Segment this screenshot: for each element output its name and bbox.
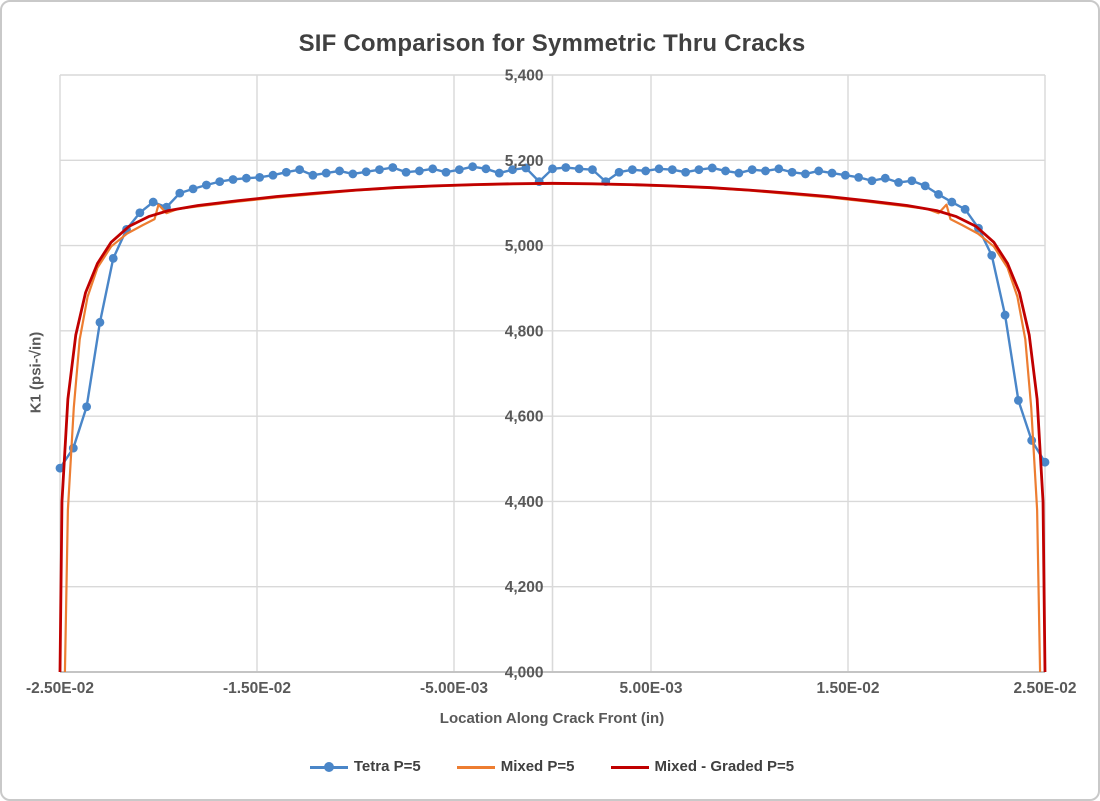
- series-tetra-marker: [1013, 395, 1023, 405]
- series-tetra-marker: [188, 184, 198, 194]
- series-tetra-marker: [548, 164, 557, 174]
- mixed-line-icon: [456, 762, 495, 772]
- series-tetra-marker: [255, 172, 265, 182]
- series-tetra-marker: [82, 402, 92, 412]
- tetra-line-marker-icon: [309, 761, 348, 772]
- series-tetra-marker: [894, 178, 903, 187]
- series-tetra-marker: [840, 170, 850, 180]
- series-tetra-marker: [454, 165, 464, 175]
- series-tetra-marker: [1027, 436, 1037, 445]
- series-tetra-marker: [135, 208, 145, 218]
- y-tick-label: 4,000: [505, 665, 544, 682]
- series-tetra-marker: [627, 165, 637, 175]
- series-tetra-marker: [934, 190, 943, 199]
- y-tick-label: 5,200: [505, 153, 544, 170]
- y-tick-label: 4,200: [505, 579, 544, 596]
- series-tetra-marker: [907, 176, 917, 186]
- series-tetra-marker: [867, 176, 877, 186]
- y-tick-label: 5,000: [505, 238, 544, 255]
- x-tick-label: -1.50E-02: [223, 680, 291, 697]
- series-tetra-marker: [561, 163, 571, 172]
- x-axis-title: Location Along Crack Front (in): [439, 710, 665, 727]
- series-tetra-marker: [747, 165, 757, 175]
- series-tetra-marker: [281, 167, 291, 177]
- series-tetra-marker: [654, 164, 664, 174]
- series-tetra-marker: [348, 169, 358, 179]
- series-tetra-marker: [321, 168, 331, 178]
- series-tetra-marker: [947, 197, 957, 207]
- series-tetra-marker: [721, 166, 730, 176]
- series-tetra-marker: [108, 253, 118, 263]
- series-tetra-marker: [202, 180, 211, 190]
- series-tetra-marker: [774, 164, 784, 174]
- legend-label: Mixed P=5: [500, 758, 575, 775]
- series-tetra-marker: [667, 165, 677, 175]
- series-tetra-marker: [1000, 310, 1010, 320]
- series-tetra-marker: [1040, 457, 1050, 467]
- series-tetra-marker: [401, 167, 411, 177]
- series-tetra-marker: [388, 163, 398, 172]
- x-tick-label: 2.50E-02: [1014, 680, 1077, 697]
- legend-item-mixed: Mixed P=5: [456, 758, 575, 775]
- legend-item-mixed-graded: Mixed - Graded P=5: [610, 758, 795, 775]
- legend-item-tetra: Tetra P=5: [309, 758, 421, 775]
- series-tetra-marker: [468, 162, 478, 172]
- series-tetra-marker: [641, 166, 651, 176]
- series-tetra-marker: [614, 167, 624, 177]
- series-mixed-graded-line: [58, 181, 1047, 673]
- series-tetra-marker: [215, 177, 225, 187]
- x-tick-label: 1.50E-02: [817, 680, 880, 697]
- series-tetra-marker: [880, 173, 890, 183]
- x-tick-label: 5.00E-03: [620, 680, 683, 697]
- series-tetra-marker: [175, 188, 185, 198]
- series-tetra-marker: [707, 163, 717, 173]
- series-tetra-marker: [268, 170, 278, 180]
- legend-label: Tetra P=5: [353, 758, 421, 775]
- chart-title: SIF Comparison for Symmetric Thru Cracks: [298, 30, 806, 57]
- series-tetra-marker: [987, 250, 997, 260]
- series-tetra-marker: [441, 167, 451, 177]
- series-tetra-marker: [787, 167, 797, 177]
- series-tetra-marker: [494, 168, 504, 178]
- y-tick-label: 4,400: [505, 494, 544, 511]
- series-tetra-marker: [694, 165, 704, 175]
- legend: Tetra P=5 Mixed P=5 Mixed - Graded P=5: [2, 758, 1098, 775]
- series-tetra-marker: [508, 165, 517, 175]
- y-tick-label: 5,400: [505, 68, 544, 85]
- series-tetra-marker: [814, 166, 824, 176]
- series-tetra-marker: [734, 168, 744, 178]
- series-tetra-marker: [854, 172, 864, 182]
- series-tetra-marker: [588, 165, 597, 175]
- series-tetra-marker: [55, 463, 65, 473]
- series-tetra-marker: [574, 164, 584, 174]
- series-tetra-marker: [920, 181, 930, 191]
- y-tick-label: 4,800: [505, 323, 544, 340]
- series-tetra-marker: [960, 204, 970, 214]
- series-tetra-marker: [827, 168, 837, 178]
- series-tetra-marker: [375, 165, 384, 175]
- legend-label: Mixed - Graded P=5: [654, 758, 795, 775]
- x-tick-label: -5.00E-03: [420, 680, 488, 697]
- series-tetra-marker: [335, 166, 344, 176]
- mixed-graded-line-icon: [610, 762, 649, 772]
- series-tetra-marker: [361, 167, 371, 177]
- y-tick-label: 4,600: [505, 409, 544, 426]
- series-tetra-marker: [241, 173, 251, 183]
- series-tetra-marker: [295, 165, 304, 175]
- series-tetra-marker: [761, 166, 770, 176]
- series-tetra-marker: [681, 167, 691, 177]
- series-tetra-marker: [228, 175, 238, 184]
- series-tetra-marker: [414, 166, 424, 176]
- series-tetra-marker: [428, 164, 438, 174]
- series-tetra-marker: [481, 164, 491, 174]
- series-tetra-marker: [308, 170, 318, 180]
- y-axis-title: K1 (psi-√in): [27, 331, 45, 414]
- x-tick-label: -2.50E-02: [26, 680, 94, 697]
- series-tetra-marker: [521, 163, 531, 173]
- series-tetra-marker: [148, 197, 158, 207]
- series-tetra-marker: [95, 317, 105, 327]
- series-tetra-marker: [801, 169, 810, 179]
